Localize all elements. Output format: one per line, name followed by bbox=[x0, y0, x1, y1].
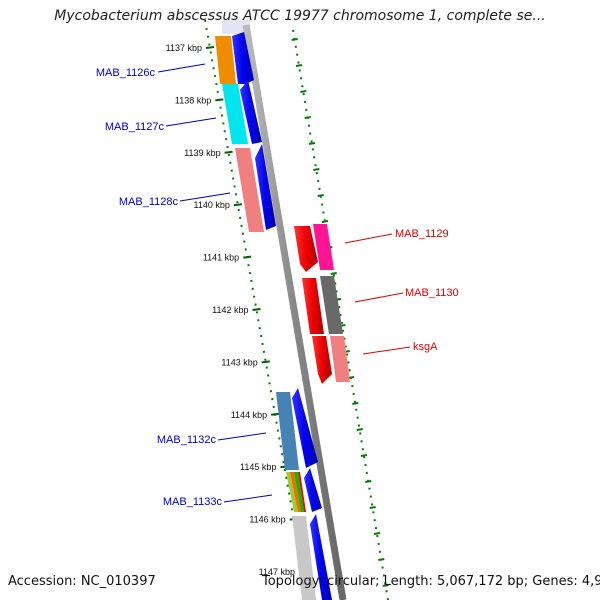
gene-arrow-mab-1130 bbox=[302, 278, 324, 334]
gc-dash bbox=[321, 220, 329, 223]
connector-mab-1129 bbox=[344, 233, 393, 244]
gc-dash bbox=[378, 558, 385, 561]
map-title: Mycobacterium abscessus ATCC 19977 chrom… bbox=[54, 8, 546, 24]
tick-mark bbox=[233, 203, 243, 207]
tick-label: 1142 kbp bbox=[212, 305, 248, 315]
connector-mab-1132c bbox=[217, 432, 267, 441]
gc-dash bbox=[373, 532, 381, 535]
gc-dash bbox=[382, 584, 389, 587]
gene-label: MAB_1132c bbox=[157, 434, 217, 446]
gc-dash bbox=[300, 90, 307, 93]
gene-box-mab-1133c-c bbox=[294, 472, 304, 512]
gene-label: MAB_1128c bbox=[119, 196, 179, 208]
connector-mab-1128c bbox=[179, 192, 231, 202]
tick-label: 1145 kbp bbox=[240, 462, 276, 472]
gc-dash bbox=[308, 142, 316, 145]
gc-dash bbox=[360, 454, 368, 457]
gene-arrow-ksga bbox=[312, 336, 332, 384]
tick-label: 1140 kbp bbox=[194, 200, 230, 210]
gene-label: MAB_1133c bbox=[163, 496, 223, 508]
gene-box-mab-1132c bbox=[276, 392, 299, 470]
gc-dash bbox=[295, 64, 303, 67]
connector-mab-1130 bbox=[354, 292, 404, 303]
reverse-strand-genes bbox=[215, 32, 332, 600]
gene-box-mab-1126c bbox=[215, 36, 236, 84]
gene-box-mab-1133c-d bbox=[298, 472, 306, 512]
forward-strand-genes bbox=[294, 224, 350, 384]
gene-box-mab-1130 bbox=[320, 276, 343, 334]
tick-label: 1137 kbp bbox=[166, 43, 202, 53]
gene-box-gray bbox=[292, 516, 316, 600]
tick-label: 1139 kbp bbox=[184, 148, 220, 158]
tick-mark bbox=[261, 360, 270, 364]
gc-dash bbox=[365, 480, 372, 483]
tick-mark bbox=[252, 308, 261, 311]
backbone-cap bbox=[222, 20, 250, 34]
tick-mark bbox=[270, 412, 280, 416]
gene-label: MAB_1130 bbox=[405, 287, 459, 299]
gene-box-mab-1128c bbox=[235, 148, 264, 232]
gene-box-mab-1133c-b bbox=[290, 472, 301, 512]
connector-mab-1127c bbox=[165, 117, 217, 127]
gene-arrow-mab-1129 bbox=[294, 226, 318, 272]
gc-track-outer bbox=[292, 29, 389, 600]
gene-arrow-mab-1132c bbox=[292, 388, 318, 468]
gene-label: MAB_1126c bbox=[96, 67, 156, 79]
tick-mark bbox=[224, 150, 233, 154]
connector-mab-1133c bbox=[223, 494, 273, 503]
gene-arrow-mab-1126c bbox=[232, 32, 254, 84]
gc-dash bbox=[356, 428, 363, 431]
gc-dash bbox=[369, 506, 376, 509]
tick-mark bbox=[205, 46, 215, 49]
gene-label: MAB_1127c bbox=[105, 121, 165, 133]
tick-scale: 1137 kbp 1138 kbp 1139 kbp 1140 kbp 1141 kbp… bbox=[166, 43, 308, 577]
gc-dash bbox=[304, 116, 311, 119]
gene-arrow-mab-1127c bbox=[240, 80, 262, 144]
gene-arrow-mab-1133c bbox=[304, 468, 322, 512]
tick-label: 1146 kbp bbox=[249, 515, 285, 525]
tick-mark bbox=[243, 255, 252, 259]
tick-mark bbox=[215, 98, 224, 102]
accession-label: Accession: NC_010397 bbox=[8, 574, 156, 589]
topology-label: Topology: circular; Length: 5,067,172 bp… bbox=[262, 574, 600, 589]
gene-box-ksga bbox=[330, 336, 350, 382]
connector-ksga bbox=[362, 346, 411, 355]
gc-dash bbox=[313, 168, 320, 171]
gene-label: ksgA bbox=[413, 341, 438, 353]
gene-box-mab-1133c-a bbox=[286, 472, 298, 512]
tick-label: 1138 kbp bbox=[175, 95, 211, 105]
tick-label: 1147 kbp bbox=[259, 567, 295, 577]
tick-label: 1144 kbp bbox=[231, 410, 267, 420]
gene-labels: MAB_1126c MAB_1127c MAB_1128c MAB_1132c … bbox=[96, 67, 459, 508]
gene-box-mab-1127c bbox=[222, 84, 248, 144]
gene-label: MAB_1129 bbox=[395, 228, 449, 240]
gene-arrow-mab-1128c bbox=[255, 144, 276, 230]
label-connectors bbox=[157, 63, 411, 503]
gene-box-mab-1129 bbox=[313, 224, 334, 270]
gc-dash bbox=[291, 38, 298, 41]
tick-label: 1141 kbp bbox=[203, 253, 239, 263]
gc-dash bbox=[317, 194, 324, 197]
backbone bbox=[242, 24, 347, 600]
gene-arrow-bottom bbox=[310, 514, 332, 600]
tick-label: 1143 kbp bbox=[221, 357, 257, 367]
gc-dash bbox=[330, 272, 337, 275]
connector-mab-1126c bbox=[157, 63, 206, 73]
gc-dash bbox=[352, 402, 359, 405]
